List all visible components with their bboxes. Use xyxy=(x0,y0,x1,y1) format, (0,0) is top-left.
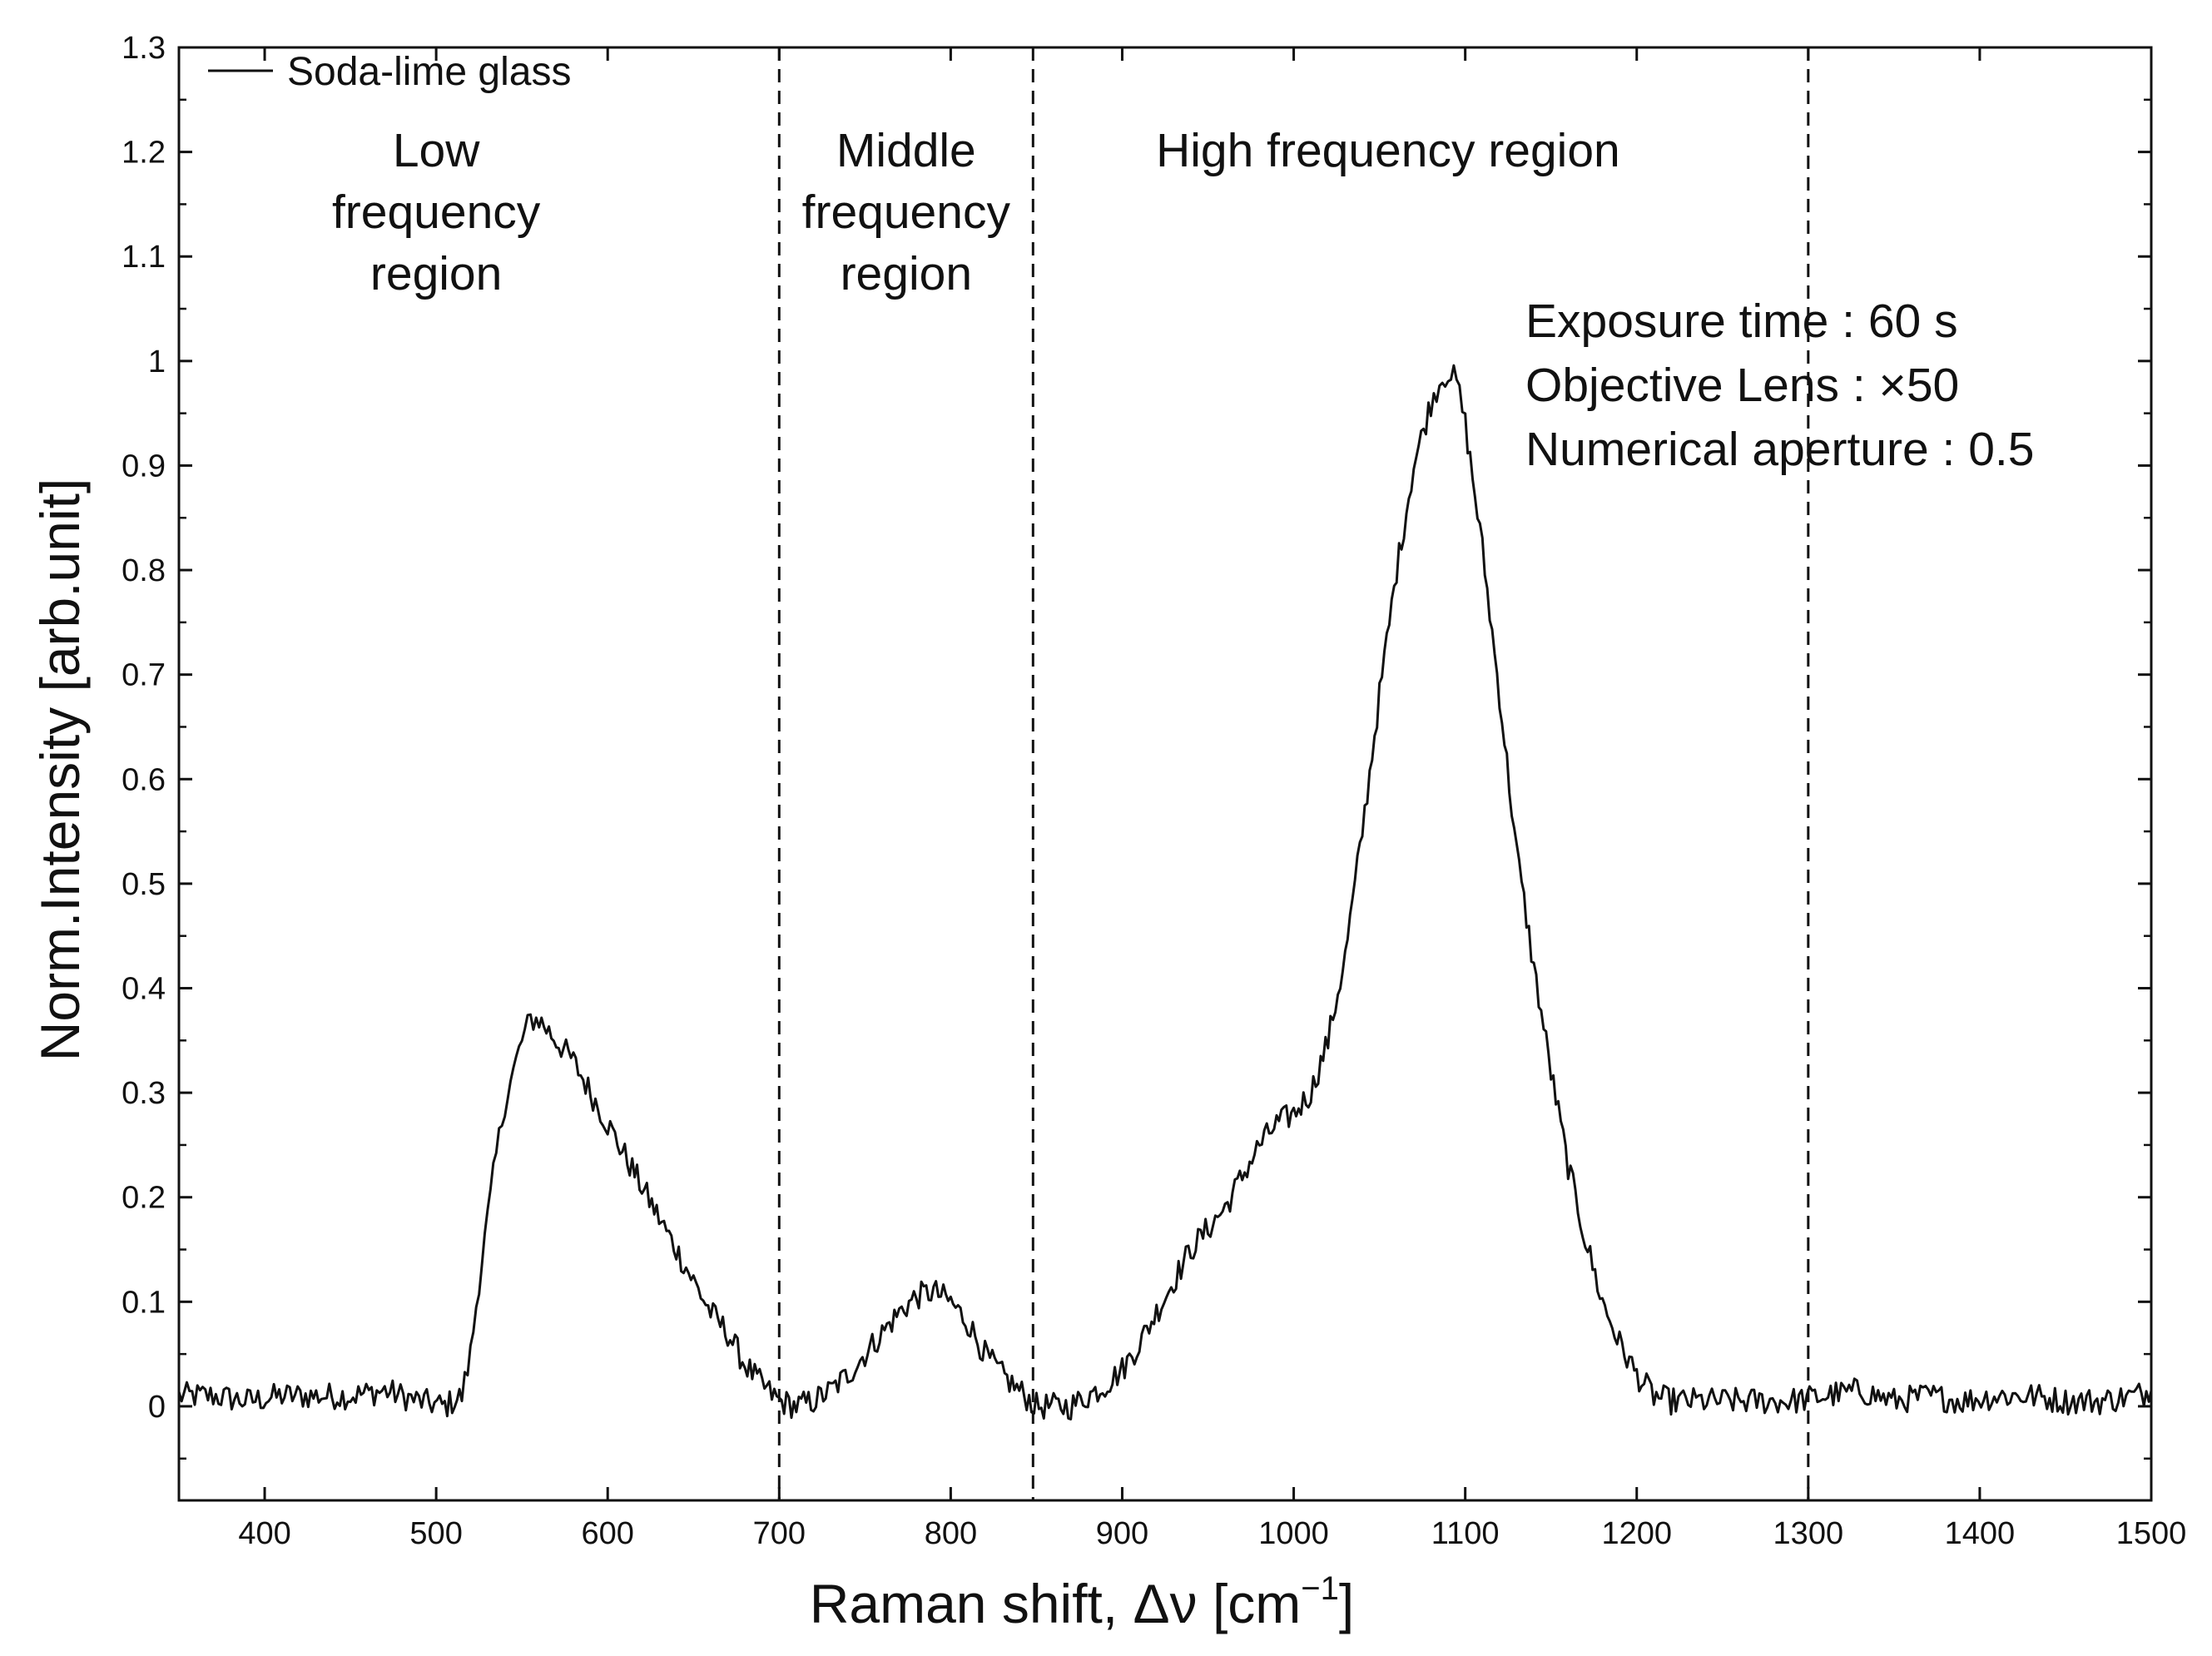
region-label-line: Low xyxy=(393,124,480,177)
y-tick-label: 0 xyxy=(148,1390,166,1425)
x-tick-label: 400 xyxy=(238,1516,290,1551)
measurement-info-line: Numerical aperture : 0.5 xyxy=(1525,423,2034,476)
y-tick-label: 0.9 xyxy=(122,449,166,483)
region-label-line: frequency xyxy=(332,186,541,239)
y-tick-label: 1 xyxy=(148,345,166,379)
x-tick-label: 500 xyxy=(409,1516,462,1551)
legend: Soda-lime glass xyxy=(208,50,571,94)
y-tick-label: 0.2 xyxy=(122,1181,166,1216)
y-tick-label: 0.6 xyxy=(122,762,166,797)
x-axis-title: Raman shift, Δν [cm−1] xyxy=(810,1570,1355,1634)
x-tick-label: 700 xyxy=(753,1516,806,1551)
region-label-line: region xyxy=(841,247,972,300)
region-divider-lines xyxy=(777,47,1810,1500)
x-tick-label: 1200 xyxy=(1601,1516,1672,1551)
x-tick-label: 600 xyxy=(582,1516,634,1551)
x-axis-title-end: ] xyxy=(1339,1573,1354,1634)
y-tick-label: 0.1 xyxy=(122,1285,166,1320)
y-tick-label: 0.8 xyxy=(122,553,166,588)
x-tick-label: 1000 xyxy=(1258,1516,1329,1551)
series-lines xyxy=(177,364,2153,1420)
y-tick-label: 0.5 xyxy=(122,867,166,902)
x-tick-label: 1100 xyxy=(1431,1516,1500,1551)
y-tick-label: 1.1 xyxy=(122,240,166,275)
x-tick-label: 1300 xyxy=(1773,1516,1844,1551)
x-tick-label: 1500 xyxy=(2116,1516,2187,1551)
plot-area-frame xyxy=(177,46,2153,1502)
y-tick-label: 1.3 xyxy=(122,31,166,66)
measurement-info: Exposure time : 60 s Objective Lens : ×50… xyxy=(1525,295,2034,476)
region-labels: Low frequency region Middle frequency region H… xyxy=(332,124,1620,300)
x-tick-label: 800 xyxy=(925,1516,977,1551)
y-tick-label: 0.3 xyxy=(122,1076,166,1111)
y-tick-labels: 0 0.1 0.2 0.3 0.4 0.5 0.6 0.7 0.8 0.9 1 1.1 1.2 1.3 xyxy=(122,31,166,1425)
x-tick-label: 900 xyxy=(1096,1516,1148,1551)
measurement-info-line: Objective Lens : ×50 xyxy=(1525,359,1959,412)
region-label-line: High frequency region xyxy=(1156,124,1620,177)
legend-label: Soda-lime glass xyxy=(287,50,571,94)
region-label-line: frequency xyxy=(802,186,1011,239)
x-tick-label: 1400 xyxy=(1945,1516,2016,1551)
y-axis-title: Norm.Intensity [arb.unit] xyxy=(29,478,91,1062)
y-tick-label: 1.2 xyxy=(122,136,166,171)
region-label-line: region xyxy=(370,247,502,300)
y-tick-label: 0.7 xyxy=(122,658,166,693)
x-axis-title-main: Raman shift, Δν [cm xyxy=(810,1573,1302,1634)
region-label-line: Middle xyxy=(836,124,976,177)
x-axis-title-superscript: −1 xyxy=(1301,1570,1339,1607)
series-line-soda-lime-glass xyxy=(177,364,2153,1420)
x-tick-labels: 400 500 600 700 800 900 1000 1100 1200 1300 1400 15… xyxy=(238,1516,2186,1551)
y-tick-label: 0.4 xyxy=(122,972,166,1007)
measurement-info-line: Exposure time : 60 s xyxy=(1525,295,1958,348)
